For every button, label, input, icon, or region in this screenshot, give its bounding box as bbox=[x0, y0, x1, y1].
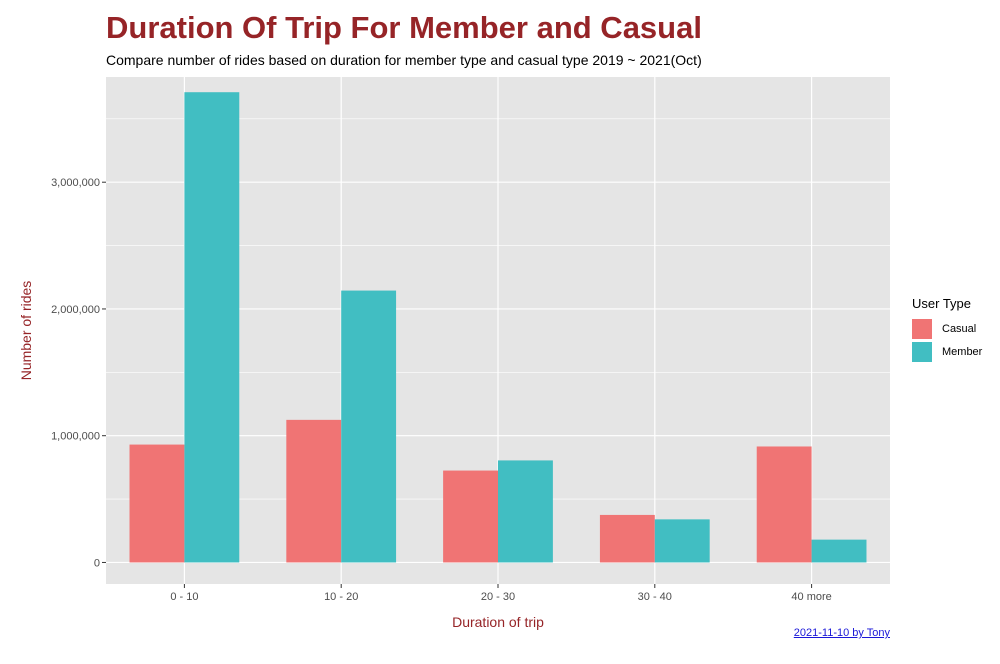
chart-subtitle: Compare number of rides based on duratio… bbox=[106, 52, 702, 68]
legend-item-casual: Casual bbox=[912, 317, 982, 340]
bar-member-4 bbox=[811, 539, 867, 563]
bar-casual-2 bbox=[443, 470, 498, 563]
legend-label-member: Member bbox=[942, 345, 983, 358]
bar-casual-0 bbox=[129, 444, 185, 563]
bar-member-1 bbox=[341, 290, 397, 563]
x-axis: 0 - 10 10 - 20 20 - 30 30 - 40 40 more bbox=[170, 584, 832, 603]
chart-title: Duration Of Trip For Member and Casual bbox=[106, 10, 702, 45]
x-axis-label: Duration of trip bbox=[452, 614, 544, 630]
bar-casual-3 bbox=[599, 514, 655, 563]
legend: User Type Casual Member bbox=[912, 296, 982, 363]
x-tick-label: 10 - 20 bbox=[324, 591, 358, 603]
legend-key-casual bbox=[912, 318, 932, 339]
bar-member-0 bbox=[184, 92, 240, 563]
y-tick-label: 3,000,000 bbox=[51, 177, 100, 189]
legend-label-casual: Casual bbox=[942, 322, 977, 335]
x-tick-label: 40 more bbox=[791, 591, 831, 603]
x-tick-label: 30 - 40 bbox=[638, 591, 672, 603]
bar-casual-4 bbox=[756, 446, 812, 563]
x-tick-label: 0 - 10 bbox=[170, 591, 198, 603]
bars bbox=[129, 92, 867, 563]
x-tick-label: 20 - 30 bbox=[481, 591, 515, 603]
y-axis-label: Number of rides bbox=[18, 281, 34, 381]
chart-caption[interactable]: 2021-11-10 by Tony bbox=[793, 627, 890, 639]
legend-item-member: Member bbox=[912, 340, 982, 363]
legend-title: User Type bbox=[912, 296, 972, 311]
bar-member-3 bbox=[654, 519, 710, 563]
y-tick-label: 0 bbox=[94, 557, 100, 569]
bar-member-2 bbox=[498, 460, 553, 563]
y-axis: 0 1,000,000 2,000,000 3,000,000 bbox=[51, 177, 106, 569]
y-tick-label: 2,000,000 bbox=[51, 304, 100, 316]
y-tick-label: 1,000,000 bbox=[51, 431, 100, 443]
bar-casual-1 bbox=[286, 419, 342, 563]
legend-key-member bbox=[912, 341, 932, 362]
